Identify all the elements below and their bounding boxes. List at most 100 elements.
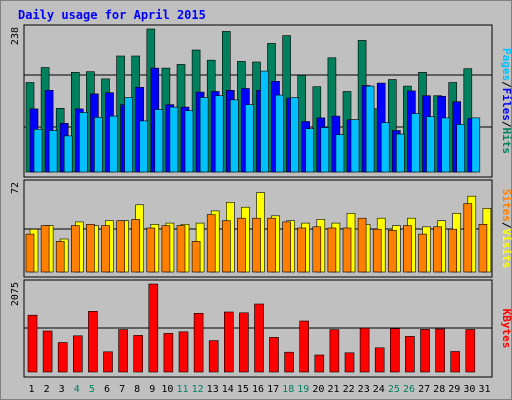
x-axis-labels: 1 2 3 4 5 6 7 8 9 10 11 12 13 14 15 16 17 18 19 20 21 22 23 24 2…: [28, 384, 490, 395]
bar-kbytes-day-19: [299, 320, 310, 373]
bar-sites-day-4: [71, 225, 80, 273]
day-label: 14: [222, 384, 234, 395]
bar-sites-day-3: [55, 241, 65, 273]
bar-kbytes-day-22: [344, 352, 355, 373]
bar-sites-day-17: [267, 217, 276, 273]
axis-title-part: Files: [500, 88, 512, 121]
bar-pages-day-6: [109, 115, 118, 173]
bar-pages-day-21: [335, 134, 345, 173]
bar-sites-day-31: [478, 224, 488, 273]
bar-pages-day-23: [365, 85, 375, 173]
axis-title-part: KBytes: [500, 309, 512, 349]
bar-sites-day-22: [342, 227, 352, 273]
day-label: 23: [358, 384, 370, 395]
day-label: 7: [119, 384, 125, 395]
bar-sites-day-30: [463, 203, 473, 273]
bar-kbytes-day-17: [269, 337, 279, 373]
bar-kbytes-day-24: [374, 347, 385, 373]
bar-pages-day-25: [395, 133, 405, 173]
bar-pages-day-29: [456, 124, 466, 173]
bar-kbytes-day-23: [359, 327, 370, 373]
bar-pages-day-7: [124, 97, 133, 173]
bar-pages-day-19: [305, 128, 315, 173]
day-label: 20: [312, 384, 324, 395]
bar-pages-day-11: [184, 110, 194, 173]
bar-sites-day-16: [252, 217, 261, 273]
bar-kbytes-day-28: [435, 328, 445, 373]
day-label: 24: [373, 384, 385, 395]
bar-kbytes-day-10: [163, 333, 174, 373]
bar-pages-day-28: [441, 117, 450, 173]
bar-pages-day-15: [245, 104, 254, 173]
bar-kbytes-day-3: [57, 342, 68, 373]
bar-kbytes-day-20: [314, 354, 325, 373]
day-label: 13: [207, 384, 219, 395]
bar-sites-day-1: [25, 233, 35, 273]
bar-kbytes-day-4: [73, 335, 83, 373]
bar-pages-day-20: [320, 127, 330, 173]
chart-panels: 238Pages/Files/Hits72Sites/Visits2075KBy…: [10, 24, 512, 378]
day-label: 15: [237, 384, 249, 395]
y-max-label: 2075: [10, 282, 21, 306]
bar-pages-day-2: [48, 130, 58, 173]
bar-pages-day-26: [411, 113, 420, 173]
bar-sites-day-6: [101, 225, 110, 273]
bar-kbytes-day-26: [405, 336, 415, 373]
bar-kbytes-day-13: [208, 340, 219, 373]
bar-sites-day-14: [222, 220, 231, 273]
bar-sites-day-21: [327, 227, 337, 273]
y-max-label: 238: [10, 27, 21, 45]
bar-pages-day-1: [33, 129, 43, 173]
day-label: 8: [134, 384, 140, 395]
bar-kbytes-day-15: [239, 312, 249, 373]
day-label: 11: [176, 384, 188, 395]
bar-kbytes-day-25: [389, 328, 400, 373]
series-kbytes: [27, 283, 476, 373]
bar-kbytes-day-5: [88, 310, 98, 373]
bar-sites-day-13: [206, 214, 216, 273]
day-label: 22: [343, 384, 355, 395]
day-label: 12: [192, 384, 204, 395]
bar-pages-day-12: [199, 97, 209, 173]
bar-kbytes-day-1: [27, 314, 38, 373]
bar-sites-day-19: [297, 227, 307, 273]
bar-sites-day-24: [372, 228, 382, 273]
day-label: 17: [267, 384, 279, 395]
day-label: 26: [403, 384, 415, 395]
day-label: 25: [388, 384, 400, 395]
bar-sites-day-15: [237, 217, 246, 273]
axis-title-part: /: [500, 222, 512, 229]
bar-sites-day-25: [387, 230, 397, 273]
day-label: 2: [44, 384, 50, 395]
bar-pages-day-17: [275, 94, 284, 173]
axis-title-part: Pages: [500, 48, 512, 81]
bar-pages-day-13: [214, 95, 224, 173]
bar-kbytes-day-7: [118, 329, 128, 373]
series-sites: [25, 203, 488, 273]
bar-kbytes-day-9: [148, 283, 159, 373]
axis-title-part: /: [500, 121, 512, 128]
axis-title-visits-sites: Sites/Visits: [500, 189, 512, 269]
bar-pages-day-14: [230, 99, 239, 173]
bar-pages-day-22: [350, 119, 360, 173]
day-label: 21: [327, 384, 339, 395]
axis-title-hits-files-pages: Pages/Files/Hits: [500, 48, 512, 154]
bar-sites-day-28: [433, 226, 442, 273]
day-label: 27: [418, 384, 430, 395]
bar-kbytes-day-2: [42, 330, 53, 373]
bar-sites-day-2: [40, 225, 50, 273]
day-label: 19: [297, 384, 309, 395]
day-label: 30: [463, 384, 475, 395]
bar-pages-day-30: [471, 117, 481, 173]
bar-kbytes-day-30: [465, 329, 476, 373]
bar-kbytes-day-14: [224, 311, 234, 373]
bar-sites-day-27: [418, 233, 427, 273]
bar-sites-day-9: [146, 227, 156, 273]
day-label: 10: [161, 384, 173, 395]
bar-kbytes-day-12: [193, 312, 204, 373]
day-label: 4: [74, 384, 80, 395]
bar-kbytes-day-6: [103, 351, 113, 373]
bar-kbytes-day-8: [133, 335, 143, 373]
day-label: 9: [149, 384, 155, 395]
